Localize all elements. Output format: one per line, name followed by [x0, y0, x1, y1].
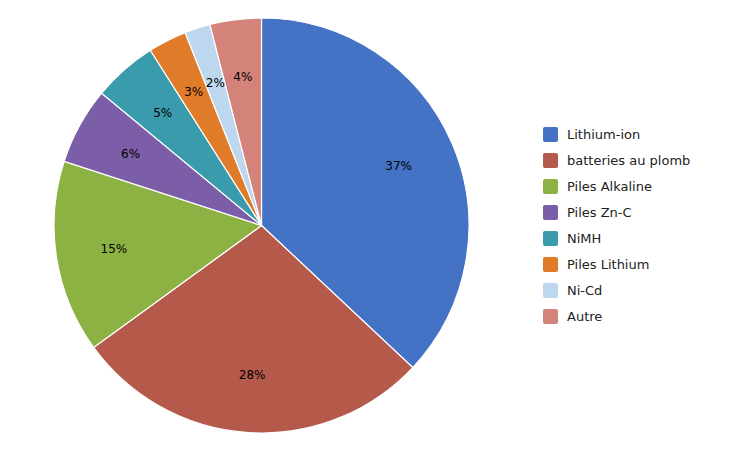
data-label: 3% — [184, 85, 203, 99]
legend-swatch — [543, 153, 558, 168]
slices — [54, 18, 469, 433]
legend-label: Piles Lithium — [567, 257, 649, 272]
legend-label: Lithium-ion — [567, 127, 640, 142]
chart-container: 37% 28% 15% 6% 5% 3%2% 4% Lithium-ion batteries … — [0, 0, 753, 451]
legend-swatch — [543, 257, 558, 272]
chart: 37% 28% 15% 6% 5% 3%2% 4% Lithium-ion batteries … — [0, 0, 753, 451]
data-label: 6% — [121, 147, 140, 161]
legend-swatch — [543, 205, 558, 220]
legend-swatch — [543, 179, 558, 194]
data-label: 15% — [101, 242, 128, 256]
data-labels: 37% 28% 15% 6% 5% 3%2% 4% — [101, 70, 412, 381]
legend-label: Autre — [567, 309, 602, 324]
data-label: 4% — [233, 70, 252, 84]
legend-label: batteries au plomb — [567, 153, 690, 168]
legend-swatch — [543, 283, 558, 298]
legend-swatch — [543, 231, 558, 246]
legend-label: Piles Zn-C — [567, 205, 632, 220]
legend-swatch — [543, 309, 558, 324]
data-label: 2% — [206, 76, 225, 90]
legend-swatch — [543, 127, 558, 142]
data-label: 37% — [385, 159, 412, 173]
data-label: 5% — [153, 106, 172, 120]
legend-label: Piles Alkaline — [567, 179, 652, 194]
pie-slice — [210, 18, 262, 226]
legend-label: Ni-Cd — [567, 283, 602, 298]
legend: Lithium-ion batteries au plomb Piles Alkal… — [543, 127, 690, 324]
data-label: 28% — [239, 368, 266, 382]
legend-label: NiMH — [567, 231, 601, 246]
